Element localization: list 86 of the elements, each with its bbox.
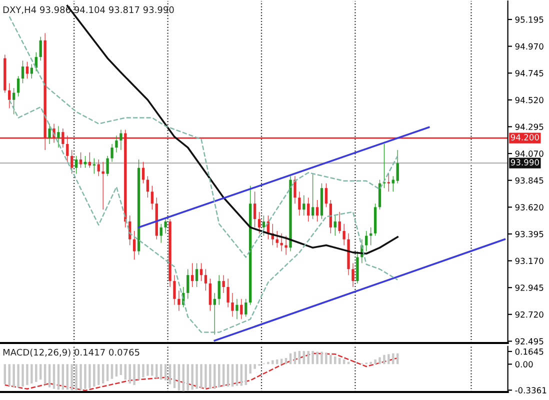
bar [244,364,247,386]
bar [214,364,216,389]
bar [164,364,167,380]
bar [236,364,238,386]
bar [142,364,144,378]
candlestick [178,290,180,311]
bar [209,364,212,389]
bar [48,364,51,388]
y-tick-label: 93.395 [515,230,544,238]
bar [249,364,252,374]
bar [35,364,38,382]
bar [22,364,24,387]
y-tick-label: -0.3361 [515,387,546,394]
bar [115,364,118,377]
bar [30,364,33,384]
bar [191,364,194,390]
line-series [8,16,398,258]
bar [392,353,394,364]
bar [374,360,376,364]
candlestick [342,224,346,246]
bar [378,357,381,364]
ref-line-label: 94.200 [510,134,539,140]
bar [110,364,114,379]
bar [200,364,202,388]
bar [138,364,140,380]
text: DXY,H4 93.986 94.104 93.817 93.990 [3,6,174,14]
bar [156,364,158,378]
bar [80,364,82,390]
y-tick-label: 93.845 [515,177,544,184]
bar [146,364,149,376]
bar [84,364,86,389]
bar [388,354,390,364]
candlestick [115,136,118,152]
y-tick-label: 0.00 [515,361,533,368]
bar [383,354,386,364]
bar [320,352,323,364]
bar [17,364,20,388]
bar [52,364,56,389]
bar [98,364,100,386]
bar [88,364,91,388]
y-tick-label: 0.1645 [515,348,544,355]
bar [231,364,234,387]
y-tick-label: 92.945 [515,284,544,291]
bar [151,364,154,376]
bar [44,364,46,384]
bar [133,364,136,386]
y-tick-label: 94.295 [515,124,544,130]
bar [173,364,176,388]
bar [267,362,270,364]
y-tick-label: 92.495 [515,338,544,344]
y-tick-label: 94.745 [515,70,544,76]
bar [168,364,172,384]
bar [26,364,28,386]
bar [312,351,314,364]
bar [196,364,198,389]
bar [307,351,310,364]
bar [186,364,189,390]
bar [178,364,180,390]
bar [226,364,230,387]
candlestick [236,298,238,320]
y-tick-label: 95.195 [515,16,544,23]
bar [8,364,10,386]
candlestick [231,292,234,317]
candlestick [164,219,167,234]
y-tick-label: 93.170 [515,258,544,264]
candlestick [284,236,288,255]
bar [316,352,318,364]
bar [204,364,207,388]
bar [93,364,96,387]
chart-title: MACD(12,26,9) 0.1417 0.0765 [3,348,140,357]
y-tick-label: 94.520 [515,96,544,104]
bar [12,364,15,388]
bar [70,364,73,390]
bar [330,354,332,364]
ref-line-label: 93.990 [510,159,539,166]
bar [75,364,78,390]
bar [370,362,372,364]
y-tick-label: 92.720 [515,311,544,318]
bar [254,364,256,369]
y-tick-label: 94.070 [515,150,544,157]
y-tick-label: 94.970 [515,43,544,50]
bar [325,352,328,364]
bar [128,364,131,384]
candlestick [57,126,60,148]
y-tick-label: 93.620 [515,204,544,210]
bar [272,360,274,364]
